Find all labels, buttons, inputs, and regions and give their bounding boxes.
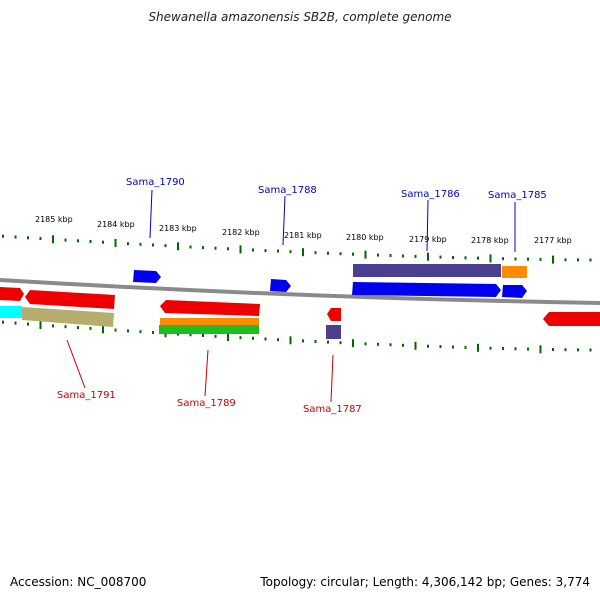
bottom-tick-row (2, 320, 592, 354)
kbp-label: 2179 kbp (409, 235, 447, 244)
gene-arrow-partial-right[interactable] (543, 312, 600, 326)
gene-label-sama-1789[interactable]: Sama_1789 (177, 398, 236, 409)
gene-label-sama-1787[interactable]: Sama_1787 (303, 404, 362, 415)
leader-line (204, 349, 209, 397)
gene-label-sama-1790[interactable]: Sama_1790 (126, 177, 185, 188)
gene-arrow-sama-1789[interactable] (160, 300, 260, 316)
genome-backbone (0, 278, 600, 305)
cds-bar-sama-1785[interactable] (502, 266, 527, 278)
gene-arrow-sama-1787[interactable] (327, 308, 341, 321)
kbp-label: 2185 kbp (35, 215, 73, 224)
leader-line (66, 339, 86, 389)
reverse-genes (0, 287, 600, 339)
top-tick-row (2, 234, 592, 264)
kbp-labels: 2185 kbp 2184 kbp 2183 kbp 2182 kbp 2181… (35, 215, 572, 245)
leader-line (426, 199, 429, 252)
kbp-label: 2178 kbp (471, 236, 509, 245)
gene-label-sama-1786[interactable]: Sama_1786 (401, 189, 460, 200)
gene-label-sama-1791[interactable]: Sama_1791 (57, 390, 116, 401)
leader-line (330, 354, 334, 403)
gene-arrow-sama-1785[interactable] (502, 285, 527, 298)
leader-line (282, 195, 286, 246)
cds-bar-sama-1787[interactable] (326, 325, 341, 339)
cds-bar-sama-1786[interactable] (353, 264, 501, 277)
cds-bar-sama-1789[interactable] (160, 318, 259, 328)
kbp-label: 2184 kbp (97, 220, 135, 229)
gene-label-sama-1785[interactable]: Sama_1785 (488, 190, 547, 201)
kbp-label: 2177 kbp (534, 236, 572, 245)
gene-arrow-partial-left[interactable] (0, 287, 24, 301)
accession-text: Accession: NC_008700 (10, 575, 147, 589)
topology-text: Topology: circular; Length: 4,306,142 bp… (260, 575, 590, 589)
kbp-label: 2182 kbp (222, 228, 260, 237)
cds-bar-sama-1789-alt[interactable] (159, 325, 259, 334)
gene-arrow-sama-1790[interactable] (133, 270, 161, 283)
kbp-label: 2180 kbp (346, 233, 384, 242)
genome-title: Shewanella amazonensis SB2B, complete ge… (148, 10, 452, 24)
kbp-label: 2181 kbp (284, 231, 322, 240)
forward-genes (133, 264, 527, 298)
gene-arrow-sama-1791[interactable] (25, 290, 115, 309)
gene-arrow-sama-1786[interactable] (352, 282, 501, 297)
cds-bar-partial-left[interactable] (0, 306, 22, 318)
kbp-label: 2183 kbp (159, 224, 197, 233)
leader-line (149, 189, 153, 239)
gene-label-sama-1788[interactable]: Sama_1788 (258, 185, 317, 196)
cds-bar-sama-1791[interactable] (22, 307, 114, 327)
gene-arrow-sama-1788[interactable] (270, 279, 291, 292)
